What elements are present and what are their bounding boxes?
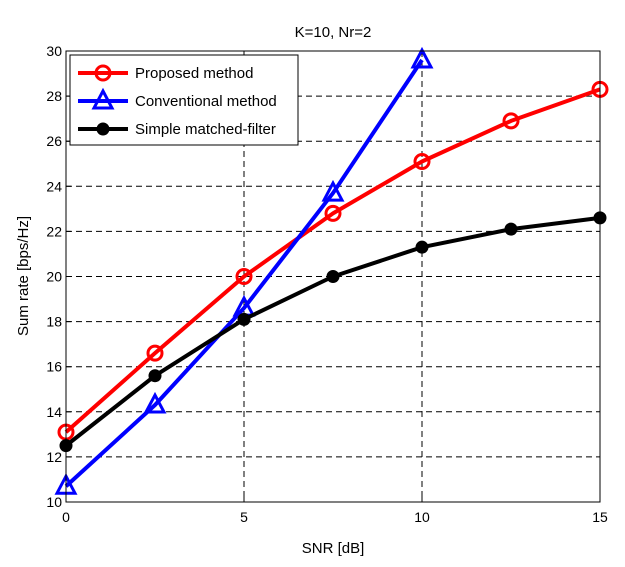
legend-marker-2 [96,122,110,136]
y-tick-label-3: 16 [46,359,62,375]
legend-marker-1 [91,87,115,110]
y-tick-label-2: 14 [46,404,62,420]
series-0 [57,80,609,441]
legend-marker-0 [94,64,112,82]
y-tick-label-10: 30 [46,43,62,59]
x-tick-label-0: 0 [62,509,70,525]
series-2-point-5 [504,222,518,236]
legend-label-1: Conventional method [135,93,277,110]
series-0-point-5 [502,112,520,130]
series-0-point-3 [324,204,342,222]
x-tick-label-2: 10 [414,509,430,525]
series-layer [54,46,609,495]
y-tick-label-6: 22 [46,223,62,239]
series-0-line [64,87,601,434]
series-1-point-1 [143,391,167,414]
tick-labels: 0 5 10 15 10 12 14 16 18 20 22 24 26 28 30 [46,43,608,525]
legend-label-2: Simple matched-filter [135,121,276,138]
series-2-point-1 [148,369,162,383]
series-2-point-3 [326,270,340,283]
y-tick-label-8: 26 [46,133,62,149]
legend: Proposed method Conventional method Simple… [69,54,299,146]
legend-label-0: Proposed method [135,65,253,82]
series-1 [54,46,434,495]
series-1-point-3 [321,179,345,202]
series-2-point-4 [415,240,429,254]
series-1-line [64,58,424,488]
series-2 [59,211,607,453]
series-2-point-2 [237,312,251,326]
series-1-point-4 [410,46,434,69]
x-tick-label-1: 5 [240,509,248,525]
y-tick-label-5: 20 [46,269,62,285]
y-axis-label: Sum rate [bps/Hz] [15,216,32,336]
series-0-point-1 [146,344,164,362]
y-tick-label-9: 28 [46,88,62,104]
series-0-point-2 [235,268,253,285]
y-tick-label-7: 24 [46,178,62,194]
x-tick-label-3: 15 [592,509,608,525]
series-0-point-4 [413,152,431,170]
y-tick-label-1: 12 [46,449,62,465]
y-tick-label-4: 18 [46,314,62,330]
chart-title: K=10, Nr=2 [295,24,372,41]
x-axis-label: SNR [dB] [302,540,365,557]
y-tick-label-0: 10 [46,494,62,510]
